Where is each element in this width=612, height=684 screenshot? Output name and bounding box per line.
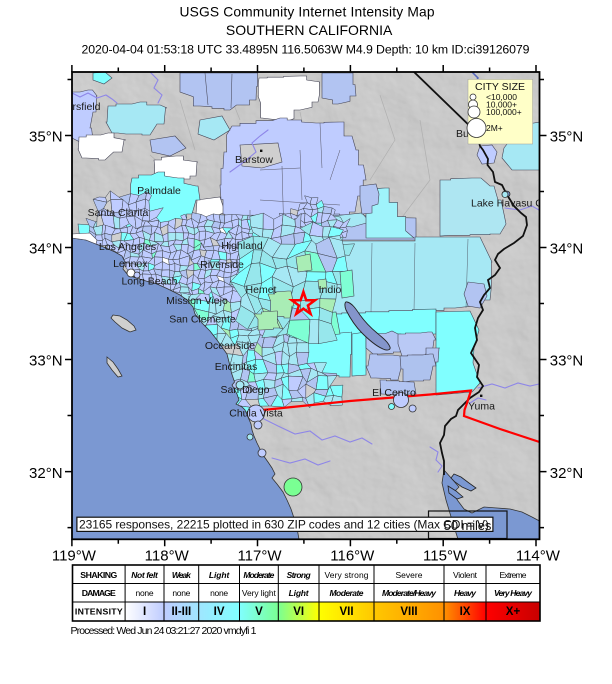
svg-text:Barstow: Barstow xyxy=(235,154,273,166)
svg-text:23165 responses, 22215 plotted: 23165 responses, 22215 plotted in 630 ZI… xyxy=(79,517,489,531)
svg-text:2M+: 2M+ xyxy=(486,123,503,133)
svg-text:Highland: Highland xyxy=(221,240,263,252)
svg-text:INTENSITY: INTENSITY xyxy=(75,607,123,617)
svg-text:Heavy: Heavy xyxy=(454,588,477,598)
svg-text:Yuma: Yuma xyxy=(468,401,495,413)
svg-text:DAMAGE: DAMAGE xyxy=(82,588,116,598)
svg-text:10,000+: 10,000+ xyxy=(486,100,517,110)
svg-text:Very light: Very light xyxy=(242,588,277,598)
svg-text:Moderate: Moderate xyxy=(243,570,274,580)
svg-text:SOUTHERN CALIFORNIA: SOUTHERN CALIFORNIA xyxy=(226,22,393,38)
svg-text:USGS Community Internet Intens: USGS Community Internet Intensity Map xyxy=(180,5,435,20)
svg-text:Oceanside: Oceanside xyxy=(205,340,255,352)
svg-text:Hemet: Hemet xyxy=(246,284,277,296)
svg-text:Riverside: Riverside xyxy=(200,259,244,271)
svg-text:50 miles: 50 miles xyxy=(444,518,492,533)
svg-text:Weak: Weak xyxy=(172,570,192,580)
svg-text:Very strong: Very strong xyxy=(325,570,369,580)
svg-text:Light: Light xyxy=(289,588,310,598)
svg-text:119°W: 119°W xyxy=(52,548,97,565)
svg-text:34°N: 34°N xyxy=(29,241,63,258)
svg-text:SHAKING: SHAKING xyxy=(80,570,117,580)
svg-text:Not felt: Not felt xyxy=(131,570,159,580)
svg-text:Processed: Wed Jun 24 03:21:27: Processed: Wed Jun 24 03:21:27 2020 vmdy… xyxy=(71,625,257,637)
svg-text:117°W: 117°W xyxy=(237,548,282,565)
svg-text:Santa Clarita: Santa Clarita xyxy=(88,207,149,219)
svg-text:V: V xyxy=(255,606,263,618)
svg-text:rsfield: rsfield xyxy=(73,101,101,113)
svg-text:IX: IX xyxy=(460,606,471,618)
svg-text:I: I xyxy=(143,606,146,618)
svg-text:100,000+: 100,000+ xyxy=(486,107,522,117)
svg-text:Lennox: Lennox xyxy=(113,258,148,270)
svg-text:32°N: 32°N xyxy=(550,465,584,482)
svg-text:Encinitas: Encinitas xyxy=(215,361,258,373)
svg-text:Strong: Strong xyxy=(287,570,312,580)
svg-text:35°N: 35°N xyxy=(29,129,63,146)
svg-text:San Clemente: San Clemente xyxy=(169,314,236,326)
svg-text:116°W: 116°W xyxy=(330,548,375,565)
svg-text:Moderate: Moderate xyxy=(330,588,364,598)
svg-text:X+: X+ xyxy=(506,606,521,618)
svg-text:none: none xyxy=(210,588,228,598)
svg-text:Chula Vista: Chula Vista xyxy=(229,408,283,420)
svg-text:118°W: 118°W xyxy=(145,548,190,565)
svg-text:El Centro: El Centro xyxy=(372,387,416,399)
svg-text:Palmdale: Palmdale xyxy=(137,185,181,197)
svg-text:Violent: Violent xyxy=(453,570,478,580)
svg-text:Moderate/Heavy: Moderate/Heavy xyxy=(382,588,437,598)
svg-text:34°N: 34°N xyxy=(550,241,584,258)
svg-text:none: none xyxy=(136,588,154,598)
svg-text:Indio: Indio xyxy=(319,284,342,296)
svg-text:115°W: 115°W xyxy=(423,548,468,565)
svg-text:Light: Light xyxy=(209,570,231,580)
svg-text:VI: VI xyxy=(293,606,304,618)
svg-text:IV: IV xyxy=(214,606,225,618)
svg-text:Very Heavy: Very Heavy xyxy=(494,588,533,598)
svg-text:none: none xyxy=(172,588,190,598)
svg-text:VII: VII xyxy=(339,606,353,618)
svg-text:Lake Havasu City: Lake Havasu City xyxy=(471,198,554,210)
svg-text:II-III: II-III xyxy=(171,606,191,618)
svg-text:San Diego: San Diego xyxy=(220,384,269,396)
svg-text:<10,000: <10,000 xyxy=(486,92,517,102)
svg-text:VIII: VIII xyxy=(400,606,417,618)
svg-text:CITY SIZE: CITY SIZE xyxy=(475,81,525,93)
svg-text:Mission Viejo: Mission Viejo xyxy=(166,295,228,307)
svg-text:35°N: 35°N xyxy=(550,129,584,146)
svg-text:2020-04-04 01:53:18 UTC 33.489: 2020-04-04 01:53:18 UTC 33.4895N 116.506… xyxy=(82,43,530,57)
svg-text:Long Beach: Long Beach xyxy=(121,276,177,288)
svg-text:33°N: 33°N xyxy=(550,353,584,370)
svg-text:32°N: 32°N xyxy=(29,465,63,482)
svg-text:Severe: Severe xyxy=(396,570,423,580)
svg-text:Los Angeles: Los Angeles xyxy=(99,241,156,253)
svg-text:Extreme: Extreme xyxy=(500,570,527,580)
svg-text:114°W: 114°W xyxy=(516,548,561,565)
svg-text:33°N: 33°N xyxy=(29,353,63,370)
